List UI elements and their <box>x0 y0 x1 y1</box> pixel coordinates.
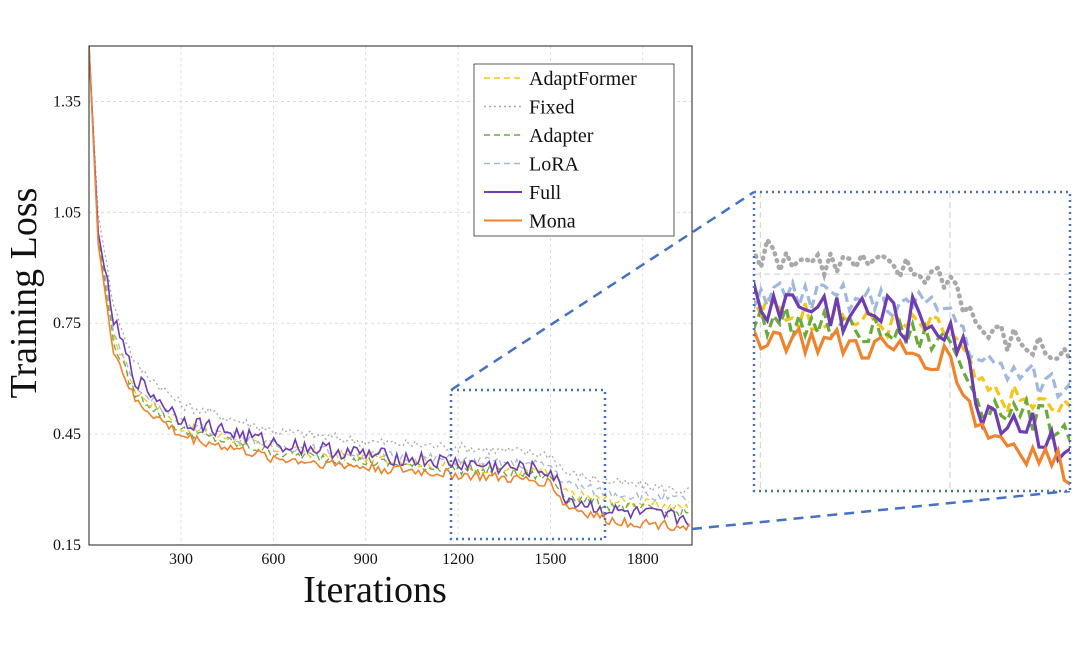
y-tick-label: 1.05 <box>53 204 81 221</box>
x-axis-label: Iterations <box>303 569 447 611</box>
plot-frame <box>88 45 693 546</box>
inset-series-line-adapter <box>754 302 1070 446</box>
inset-series-line-adaptformer <box>754 294 1070 417</box>
x-tick-label: 1200 <box>442 551 474 568</box>
legend-label: Mona <box>529 211 576 233</box>
inset-grid <box>754 192 1070 491</box>
series-line-adaptformer <box>89 46 690 512</box>
legend: AdaptFormer Fixed Adapter LoRA Full Mona <box>473 63 675 237</box>
x-tick-label: 900 <box>354 551 378 568</box>
y-tick-label: 0.75 <box>53 315 81 332</box>
legend-label: LoRA <box>529 154 580 176</box>
series-line-full <box>89 46 690 527</box>
x-tick-label: 300 <box>169 551 193 568</box>
x-tick-label: 600 <box>261 551 285 568</box>
y-axis-label: Training Loss <box>3 188 45 399</box>
zoom-region-marker <box>449 388 607 541</box>
inset-series-line-full <box>754 279 1070 464</box>
x-tick-label: 1500 <box>534 551 566 568</box>
zoom-connector-top <box>450 190 755 392</box>
axis-ticks: 300 600 900 1200 1500 1800 0.15 0.45 0.75 1.05 1.3… <box>53 93 659 568</box>
zoom-connector-bottom <box>691 489 1071 531</box>
inset-background <box>754 192 1070 491</box>
series-line-lora <box>89 46 690 503</box>
series-line-mona <box>89 46 690 532</box>
legend-label: Fixed <box>529 97 575 119</box>
legend-box <box>473 63 675 237</box>
y-tick-label: 0.45 <box>53 426 81 443</box>
legend-label: Full <box>529 182 562 204</box>
inset-series-line-fixed <box>754 234 1070 364</box>
inset-series-lines <box>754 234 1070 486</box>
y-tick-label: 1.35 <box>53 93 81 110</box>
x-tick-label: 1800 <box>627 551 659 568</box>
inset-frame <box>752 190 1072 493</box>
main-series-lines <box>89 46 690 532</box>
inset-series-line-mona <box>754 325 1070 486</box>
series-line-fixed <box>89 46 690 495</box>
legend-label: AdaptFormer <box>529 68 637 90</box>
legend-label: Adapter <box>529 125 594 147</box>
series-line-adapter <box>89 46 690 519</box>
y-tick-label: 0.15 <box>53 537 81 554</box>
